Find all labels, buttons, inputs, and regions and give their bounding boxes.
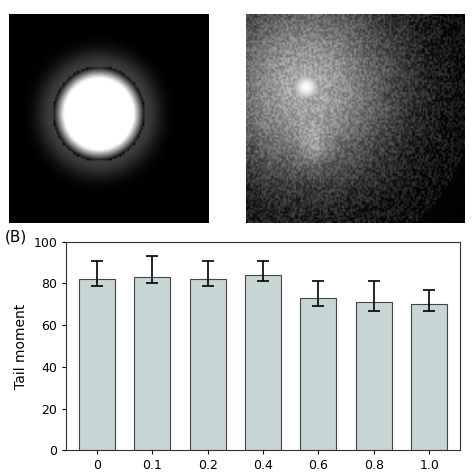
- Bar: [356, 302, 392, 450]
- Bar: [245, 275, 281, 450]
- Bar: [301, 298, 337, 450]
- Bar: [134, 277, 170, 450]
- Bar: [79, 279, 115, 450]
- Bar: [411, 304, 447, 450]
- Bar: [190, 279, 226, 450]
- Y-axis label: Tail moment: Tail moment: [14, 303, 28, 389]
- Text: (B): (B): [5, 230, 27, 245]
